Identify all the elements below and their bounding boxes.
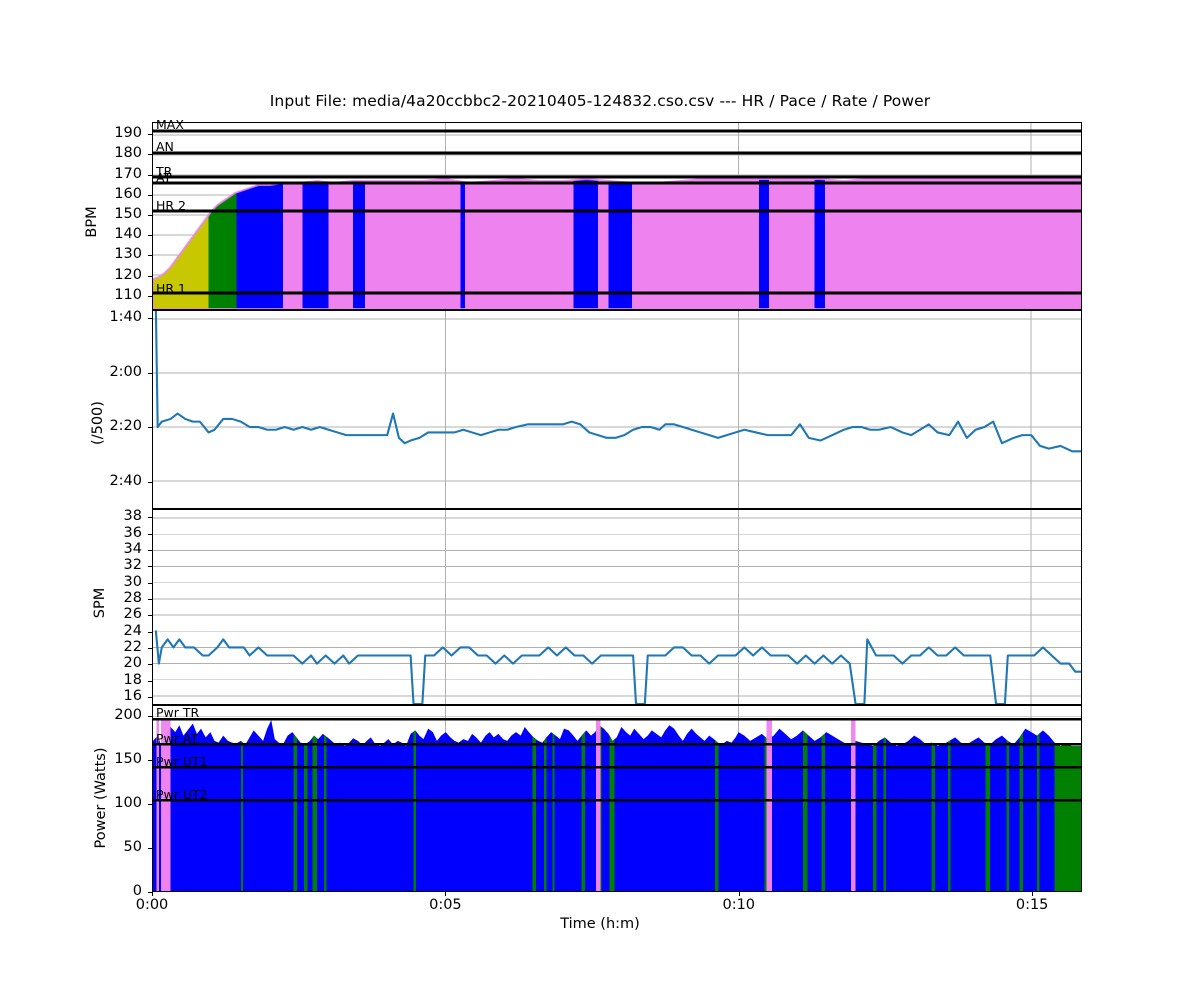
hr-ytick-mark xyxy=(148,134,152,136)
figure-title: Input File: media/4a20ccbbc2-20210405-12… xyxy=(269,92,931,110)
hr-ytick-label: 190 xyxy=(114,125,142,142)
power-ytick-label: 50 xyxy=(123,838,142,855)
x-tick-label: 0:15 xyxy=(1015,897,1049,913)
hr-ytick-label: 130 xyxy=(114,246,142,263)
spm-ytick-mark xyxy=(148,566,152,568)
stroke-rate-axis-label: SPM xyxy=(92,587,108,619)
power-ytick-mark xyxy=(148,715,152,717)
hr-ytick-label: 120 xyxy=(114,266,142,283)
spm-ytick-mark xyxy=(148,696,152,698)
pace-ytick-label: 2:40 xyxy=(109,472,142,489)
pace-plot xyxy=(153,311,1081,508)
x-tick-label: 0:05 xyxy=(429,897,462,913)
spm-ytick-label: 16 xyxy=(123,687,142,704)
pace-ytick-mark xyxy=(148,481,152,483)
hr-ytick-mark xyxy=(148,235,152,237)
hr-ytick-mark xyxy=(148,295,152,297)
spm-ytick-label: 26 xyxy=(123,606,142,623)
spm-ytick-label: 22 xyxy=(123,638,142,655)
x-tick-label: 0:00 xyxy=(135,897,169,913)
spm-ytick-label: 38 xyxy=(123,508,142,525)
stroke-rate-plot xyxy=(153,510,1081,704)
spm-ytick-mark xyxy=(148,517,152,519)
stroke-rate-panel xyxy=(152,509,1082,705)
spm-ytick-label: 32 xyxy=(123,557,142,574)
power-ytick-label: 200 xyxy=(114,706,142,723)
pace-ytick-label: 2:20 xyxy=(109,418,142,435)
spm-ytick-label: 30 xyxy=(123,573,142,590)
x-tick-mark xyxy=(445,892,447,896)
hr-ytick-label: 170 xyxy=(114,165,142,182)
power-ytick-mark xyxy=(148,892,152,893)
spm-ytick-mark xyxy=(148,533,152,535)
spm-ytick-label: 20 xyxy=(123,655,142,672)
spm-ytick-mark xyxy=(148,680,152,682)
hr-ytick-label: 160 xyxy=(114,185,142,202)
hr-ytick-label: 150 xyxy=(114,205,142,222)
pace-panel xyxy=(152,310,1082,509)
power-ytick-label: 150 xyxy=(114,750,142,767)
hr-ytick-mark xyxy=(148,174,152,176)
spm-ytick-mark xyxy=(148,647,152,649)
hr-ytick-mark xyxy=(148,255,152,257)
x-tick-mark xyxy=(1032,892,1034,896)
x-axis-label: Time (h:m) xyxy=(560,916,640,932)
spm-ytick-mark xyxy=(148,664,152,666)
spm-ytick-mark xyxy=(148,615,152,617)
spm-ytick-mark xyxy=(148,582,152,584)
spm-ytick-mark xyxy=(148,598,152,600)
pace-ytick-label: 1:40 xyxy=(109,309,142,326)
spm-ytick-label: 34 xyxy=(123,540,142,557)
power-ytick-mark xyxy=(148,847,152,849)
heart-rate-panel xyxy=(152,122,1082,310)
power-axis-label: Power (Watts) xyxy=(93,747,109,849)
heart-rate-plot xyxy=(153,123,1081,309)
spm-ytick-label: 18 xyxy=(123,671,142,688)
hr-ytick-label: 110 xyxy=(114,286,142,303)
pace-axis-label: (/500) xyxy=(90,401,106,445)
power-ytick-label: 0 xyxy=(132,883,142,899)
power-ytick-mark xyxy=(148,759,152,761)
spm-ytick-label: 24 xyxy=(123,622,142,639)
pace-ytick-label: 2:00 xyxy=(109,363,142,380)
hr-ytick-mark xyxy=(148,194,152,196)
power-ytick-mark xyxy=(148,803,152,805)
hr-ytick-mark xyxy=(148,154,152,156)
spm-ytick-label: 36 xyxy=(123,524,142,541)
pace-ytick-mark xyxy=(148,318,152,320)
x-tick-label: 0:10 xyxy=(722,897,756,913)
spm-ytick-mark xyxy=(148,549,152,551)
spm-ytick-mark xyxy=(148,631,152,633)
pace-ytick-mark xyxy=(148,427,152,429)
spm-ytick-label: 28 xyxy=(123,589,142,606)
hr-ytick-mark xyxy=(148,214,152,216)
hr-ytick-label: 180 xyxy=(114,145,142,162)
x-tick-mark xyxy=(152,892,153,896)
x-tick-mark xyxy=(738,892,740,896)
power-plot xyxy=(153,706,1081,891)
hr-ytick-mark xyxy=(148,275,152,277)
power-panel xyxy=(152,705,1082,892)
power-ytick-label: 100 xyxy=(114,794,142,811)
heart-rate-axis-label: BPM xyxy=(84,206,100,238)
pace-ytick-mark xyxy=(148,372,152,374)
hr-ytick-label: 140 xyxy=(114,226,142,243)
